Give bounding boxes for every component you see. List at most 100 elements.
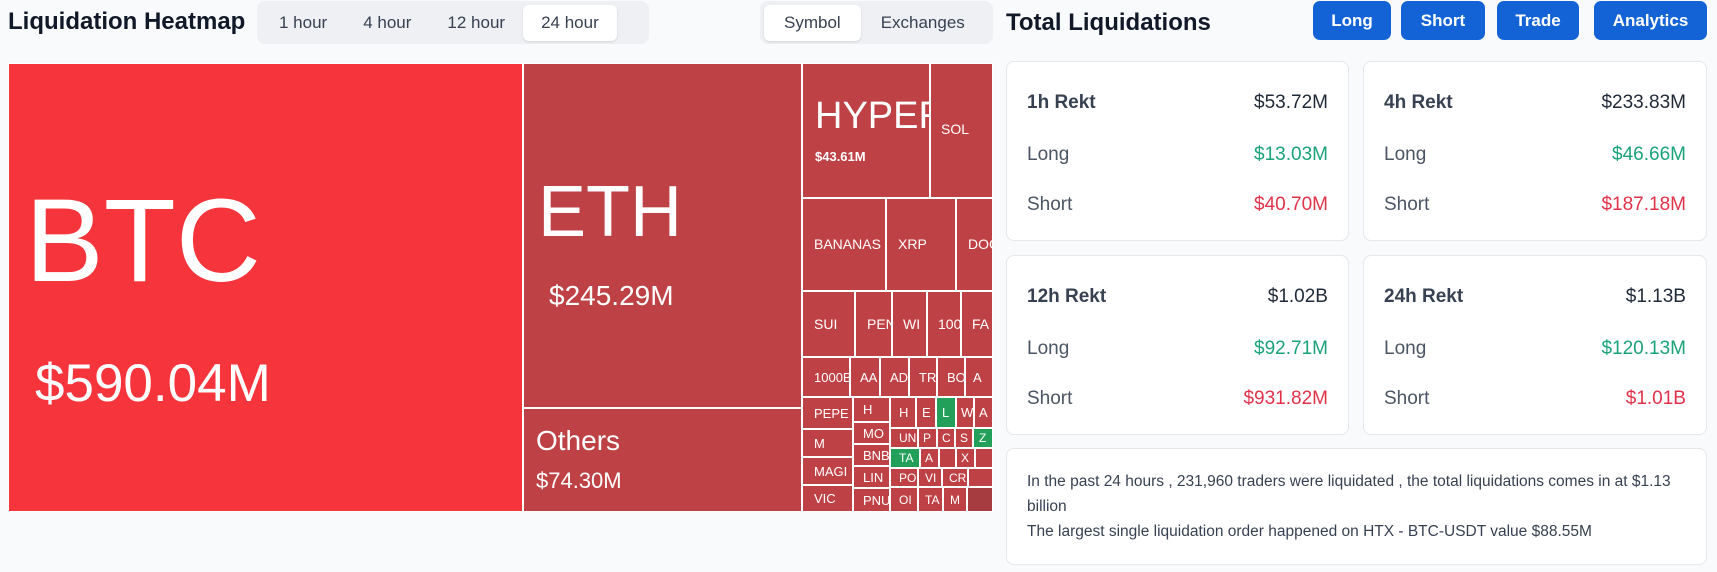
tile-bar-3[interactable] [968, 468, 993, 487]
tile-aa[interactable]: AA [850, 357, 880, 397]
tile-pen-symbol: PEN [867, 316, 891, 332]
tile-m2[interactable]: M [943, 487, 967, 512]
tile-bananas-symbol: BANANAS [814, 236, 881, 252]
rekt-card-24h: 24h Rekt $1.13B Long $120.13M Short $1.0… [1363, 255, 1707, 435]
tile-hyper-value: $43.61M [815, 149, 866, 164]
tile-a4-symbol: A [925, 451, 934, 465]
tile-aa-symbol: AA [860, 370, 878, 385]
time-option-4h[interactable]: 4 hour [363, 12, 412, 32]
short-button[interactable]: Short [1401, 1, 1485, 40]
tile-100[interactable]: 100 [927, 291, 961, 357]
tile-bananas[interactable]: BANANAS [802, 198, 886, 291]
tile-h2[interactable]: H [890, 397, 916, 428]
tile-others[interactable]: Others $74.30M [523, 408, 802, 512]
tile-vi1[interactable]: VI [918, 468, 942, 487]
tile-pnu[interactable]: PNU [853, 488, 890, 512]
tile-bar-2[interactable] [975, 448, 993, 468]
short-label: Short [1027, 194, 1073, 215]
tile-h1[interactable]: H [853, 397, 890, 422]
tile-1000-symbol: 1000B [814, 370, 850, 385]
tile-a2-symbol: A [973, 370, 982, 385]
rekt-card-label: 24h Rekt [1384, 286, 1464, 307]
tile-xrp[interactable]: XRP [886, 198, 956, 291]
tile-e-symbol: E [922, 405, 931, 420]
tile-tr[interactable]: TR [909, 357, 937, 397]
tile-btc[interactable]: BTC $590.04M [8, 63, 523, 512]
long-value: $46.66M [1612, 144, 1686, 165]
short-value: $187.18M [1601, 194, 1686, 215]
tile-lin[interactable]: LIN [853, 466, 890, 488]
tile-bnb[interactable]: BNB [853, 444, 890, 466]
tile-po-symbol: PO [899, 471, 917, 485]
tile-xrp-symbol: XRP [898, 236, 927, 252]
tile-pepe[interactable]: PEPE [802, 397, 853, 429]
tile-s1-symbol: S [960, 431, 969, 445]
tile-ta1[interactable]: TA [890, 448, 920, 468]
tile-s1[interactable]: S [955, 428, 973, 448]
tile-a4[interactable]: A [920, 448, 939, 468]
tile-c1[interactable]: C [937, 428, 955, 448]
tile-e[interactable]: E [916, 397, 936, 428]
tile-pnu-symbol: PNU [863, 493, 890, 508]
tile-p1[interactable]: P [918, 428, 937, 448]
tile-a2[interactable]: A [965, 357, 993, 397]
tile-ad-symbol: AD [890, 370, 909, 385]
liquidation-summary: In the past 24 hours , 231,960 traders w… [1006, 448, 1707, 565]
tile-bar-1[interactable] [939, 448, 956, 468]
time-option-24h[interactable]: 24 hour [523, 4, 617, 41]
tile-ad[interactable]: AD [880, 357, 909, 397]
tile-100-symbol: 100 [938, 316, 961, 332]
tile-ta2[interactable]: TA [918, 487, 943, 512]
tile-wi[interactable]: WI [892, 291, 927, 357]
tile-1000[interactable]: 1000B [802, 357, 850, 397]
tile-magi-symbol: MAGI [814, 464, 848, 479]
tile-sol[interactable]: SOL [930, 63, 993, 198]
long-label: Long [1027, 144, 1070, 165]
tile-bo[interactable]: BO [937, 357, 965, 397]
tile-bar-4[interactable] [967, 487, 993, 512]
tile-fa[interactable]: FA [961, 291, 993, 357]
view-selector: Symbol Exchanges [760, 1, 993, 44]
analytics-button[interactable]: Analytics [1594, 1, 1707, 40]
view-option-symbol[interactable]: Symbol [764, 4, 861, 41]
tile-sui[interactable]: SUI [802, 291, 855, 357]
tile-magi[interactable]: MAGI [802, 457, 853, 485]
trade-button[interactable]: Trade [1497, 1, 1579, 40]
tile-sui-symbol: SUI [814, 316, 838, 332]
time-option-12h[interactable]: 12 hour [447, 12, 506, 32]
time-option-1h[interactable]: 1 hour [279, 12, 328, 32]
tile-a3[interactable]: A [974, 397, 993, 428]
tile-z[interactable]: Z [973, 428, 993, 448]
tile-bo-symbol: BO [947, 370, 965, 385]
tile-doge[interactable]: DOG [956, 198, 993, 291]
short-value: $931.82M [1243, 388, 1328, 409]
liquidation-treemap: BTC $590.04M ETH $245.29M Others $74.30M… [8, 63, 993, 512]
tile-fa-symbol: FA [972, 316, 990, 332]
long-label: Long [1027, 338, 1070, 359]
view-option-exchanges[interactable]: Exchanges [880, 12, 965, 32]
tile-vic[interactable]: VIC [802, 485, 853, 512]
tile-mo[interactable]: MO [853, 422, 890, 444]
tile-x-symbol: X [961, 451, 970, 465]
tile-m[interactable]: M [802, 429, 853, 457]
tile-btc-value: $590.04M [35, 354, 271, 413]
tile-others-symbol: Others [536, 425, 621, 456]
tile-x[interactable]: X [956, 448, 975, 468]
tile-w[interactable]: W [956, 397, 974, 428]
tile-oi[interactable]: OI [890, 487, 918, 512]
tile-hyper[interactable]: HYPER $43.61M [802, 63, 930, 198]
tile-un[interactable]: UN [890, 428, 918, 448]
tile-vic-symbol: VIC [814, 491, 836, 506]
total-liquidations-title: Total Liquidations [1006, 9, 1211, 36]
summary-line-2: The largest single liquidation order hap… [1027, 523, 1592, 540]
long-button[interactable]: Long [1313, 1, 1391, 40]
tile-l[interactable]: L [936, 397, 956, 428]
tile-cr[interactable]: CR [942, 468, 968, 487]
tile-m-symbol: M [814, 436, 825, 451]
tile-wi-symbol: WI [903, 316, 921, 332]
tile-pen[interactable]: PEN [855, 291, 892, 357]
short-label: Short [1384, 388, 1430, 409]
tile-po[interactable]: PO [890, 468, 918, 487]
tile-eth[interactable]: ETH $245.29M [523, 63, 802, 408]
tile-doge-symbol: DOG [968, 236, 992, 252]
